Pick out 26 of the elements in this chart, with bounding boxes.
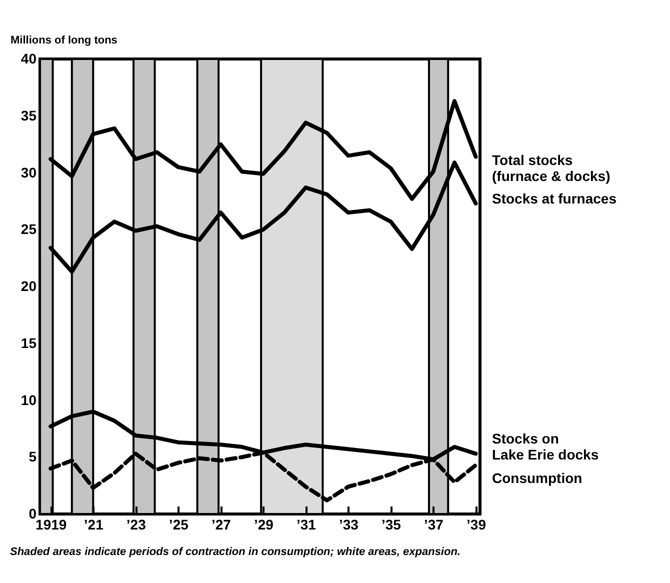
series-label: Stocks at furnaces [492, 190, 617, 206]
x-tick-label: ’25 [168, 516, 189, 532]
y-tick-label: 5 [28, 448, 37, 465]
series-label: Total stocks (furnace & docks) [492, 152, 610, 184]
x-tick-label: ’21 [84, 516, 104, 532]
y-tick-label: 30 [20, 164, 37, 180]
x-tick-label: ’31 [296, 516, 316, 532]
text: Shaded areas indicate periods of contraction in consumption; white areas, expansion. [10, 546, 460, 558]
x-tick-label: ’27 [211, 516, 232, 532]
y-tick-label: 35 [20, 107, 37, 124]
x-tick-label: 1919 [36, 516, 67, 532]
y-axis-title: Millions of long tons [10, 34, 118, 46]
y-tick-label: 40 [20, 50, 37, 66]
y-tick-label: 25 [20, 221, 37, 238]
x-tick-label: ’35 [381, 516, 402, 532]
x-tick-label: ’29 [254, 516, 274, 532]
y-tick-label: 0 [28, 506, 37, 522]
x-tick-label: ’37 [424, 516, 444, 532]
series-label: Consumption [492, 470, 582, 486]
x-tick-label: ’39 [466, 516, 486, 532]
y-tick-label: 20 [20, 278, 37, 294]
y-tick-label: 10 [20, 392, 37, 408]
x-tick-label: ’33 [338, 516, 359, 532]
series-label: Stocks on Lake Erie docks [492, 430, 599, 463]
x-tick-label: ’23 [126, 516, 146, 532]
y-tick-label: 15 [20, 334, 37, 351]
